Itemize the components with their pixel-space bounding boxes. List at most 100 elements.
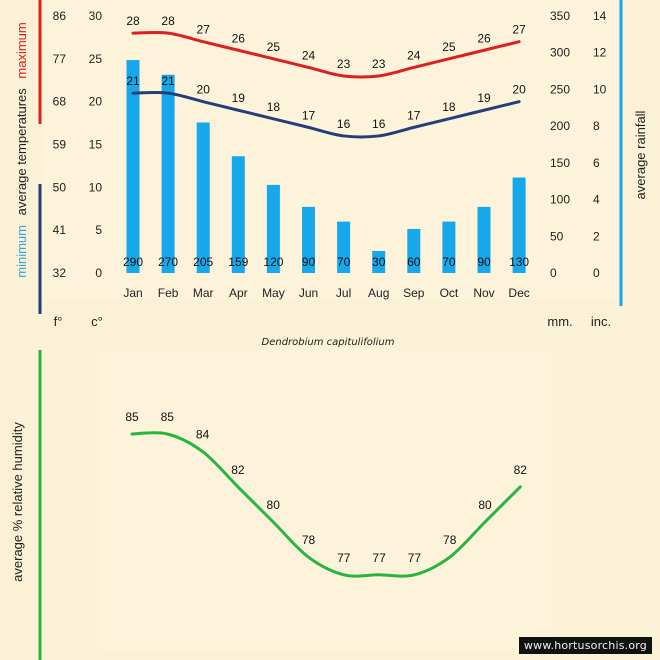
month-label: Nov xyxy=(473,286,494,300)
mm-tick: 50 xyxy=(550,229,564,243)
inch-tick: 10 xyxy=(593,82,607,96)
humidity-value-label: 77 xyxy=(408,551,422,565)
maximum-value-label: 28 xyxy=(161,14,175,28)
inch-tick: 6 xyxy=(593,156,600,170)
humidity-value-label: 85 xyxy=(161,410,175,424)
rainfall-value-label: 30 xyxy=(372,255,386,269)
maximum-label: maximum xyxy=(14,22,29,78)
rainfall-bar xyxy=(407,228,421,273)
mm-tick: 0 xyxy=(550,266,557,280)
temperature-lines xyxy=(131,31,521,139)
rainfall-title: average rainfall xyxy=(633,110,648,199)
rainfall-value-label: 90 xyxy=(477,255,491,269)
inch-tick: 0 xyxy=(593,266,600,280)
minimum-value-label: 20 xyxy=(197,83,211,97)
month-labels: Jan Feb Mar Apr May Jun Jul Aug Sep Oct Nov Dec xyxy=(123,286,529,300)
inch-tick: 12 xyxy=(593,46,607,60)
fahrenheit-tick: 86 xyxy=(53,9,67,23)
rainfall-value-label: 130 xyxy=(509,255,529,269)
fahrenheit-tick: 68 xyxy=(53,95,67,109)
month-label: Mar xyxy=(193,286,214,300)
maximum-temperature-line xyxy=(131,31,521,79)
month-label: Aug xyxy=(368,286,389,300)
humidity-value-label: 82 xyxy=(514,463,528,477)
celsius-tick: 5 xyxy=(95,223,102,237)
month-label: Jun xyxy=(299,286,318,300)
rainfall-value-label: 120 xyxy=(263,255,283,269)
rainfall-value-label: 205 xyxy=(193,255,213,269)
celsius-tick: 0 xyxy=(95,266,102,280)
fahrenheit-tick: 32 xyxy=(53,266,67,280)
month-label: Oct xyxy=(440,286,459,300)
humidity-value-label: 78 xyxy=(302,533,316,547)
maximum-value-label: 28 xyxy=(126,14,140,28)
humidity-value-label: 77 xyxy=(372,551,386,565)
fahrenheit-tick: 41 xyxy=(53,223,67,237)
humidity-curve xyxy=(130,431,522,578)
maximum-value-label: 24 xyxy=(302,48,316,62)
minimum-value-label: 16 xyxy=(337,117,351,131)
data-labels: 290 270 205 159 120 90 70 30 60 70 90 130 28 28 27 26 25… xyxy=(123,14,529,269)
minimum-value-label: 19 xyxy=(477,91,491,105)
maximum-value-label: 27 xyxy=(197,23,211,37)
fahrenheit-ticks: 32 41 50 59 68 77 86 xyxy=(53,9,67,280)
celsius-ticks: 0 5 10 15 20 25 30 xyxy=(89,9,103,280)
humidity-value-label: 77 xyxy=(337,551,351,565)
celsius-tick: 25 xyxy=(89,52,103,66)
minimum-value-label: 20 xyxy=(512,83,526,97)
rainfall-bar xyxy=(231,156,245,273)
humidity-value-label: 84 xyxy=(196,428,210,442)
maximum-value-label: 25 xyxy=(267,40,281,54)
rainfall-value-label: 70 xyxy=(442,255,456,269)
humidity-title: average % relative humidity xyxy=(10,422,25,582)
mm-tick: 250 xyxy=(550,82,570,96)
celsius-tick: 10 xyxy=(89,180,103,194)
month-label: Jul xyxy=(336,286,351,300)
humidity-value-label: 80 xyxy=(267,498,281,512)
rainfall-bar xyxy=(302,206,315,273)
rainfall-bar xyxy=(126,60,140,273)
species-title: Dendrobium capitulifolium xyxy=(262,337,395,348)
avg-temp-label: average temperatures xyxy=(14,88,29,216)
minimum-value-label: 19 xyxy=(232,91,246,105)
minimum-value-label: 16 xyxy=(372,117,386,131)
maximum-value-label: 26 xyxy=(232,31,246,45)
month-label: Sep xyxy=(403,286,425,300)
celsius-tick: 15 xyxy=(89,138,103,152)
mm-tick: 100 xyxy=(550,193,570,207)
watermark: www.hortusorchis.org xyxy=(518,637,652,654)
fahrenheit-tick: 50 xyxy=(53,180,67,194)
celsius-tick: 20 xyxy=(89,95,103,109)
minimum-temperature-line xyxy=(131,90,521,139)
inch-tick: 8 xyxy=(593,119,600,133)
rainfall-value-label: 60 xyxy=(407,255,421,269)
humidity-labels: 85 85 84 82 80 78 77 77 77 78 80 82 xyxy=(125,410,527,565)
month-label: Dec xyxy=(508,286,529,300)
mm-tick: 300 xyxy=(550,46,570,60)
rainfall-value-label: 90 xyxy=(302,255,316,269)
maximum-value-label: 23 xyxy=(372,57,386,71)
inch-tick: 14 xyxy=(593,9,607,23)
month-label: Jan xyxy=(123,286,142,300)
month-label: May xyxy=(262,286,285,300)
humidity-value-label: 85 xyxy=(125,410,139,424)
month-label: Feb xyxy=(158,286,179,300)
maximum-value-label: 24 xyxy=(407,48,421,62)
rainfall-value-label: 159 xyxy=(228,255,248,269)
inch-ticks: 0 2 4 6 8 10 12 14 xyxy=(593,9,607,280)
mm-tick: 150 xyxy=(550,156,570,170)
maximum-value-label: 26 xyxy=(477,31,491,45)
rainfall-bar xyxy=(512,177,526,273)
mm-unit: mm. xyxy=(547,314,572,329)
inch-tick: 2 xyxy=(593,229,600,243)
inch-tick: 4 xyxy=(593,193,600,207)
fahrenheit-tick: 77 xyxy=(53,52,67,66)
celsius-unit: c° xyxy=(91,314,103,329)
mm-ticks: 0 50 100 150 200 250 300 350 xyxy=(550,9,570,280)
minimum-value-label: 17 xyxy=(407,108,421,122)
maximum-value-label: 23 xyxy=(337,57,351,71)
rainfall-bar xyxy=(337,221,351,273)
fahrenheit-unit: f° xyxy=(54,314,63,329)
minimum-value-label: 18 xyxy=(267,100,281,114)
